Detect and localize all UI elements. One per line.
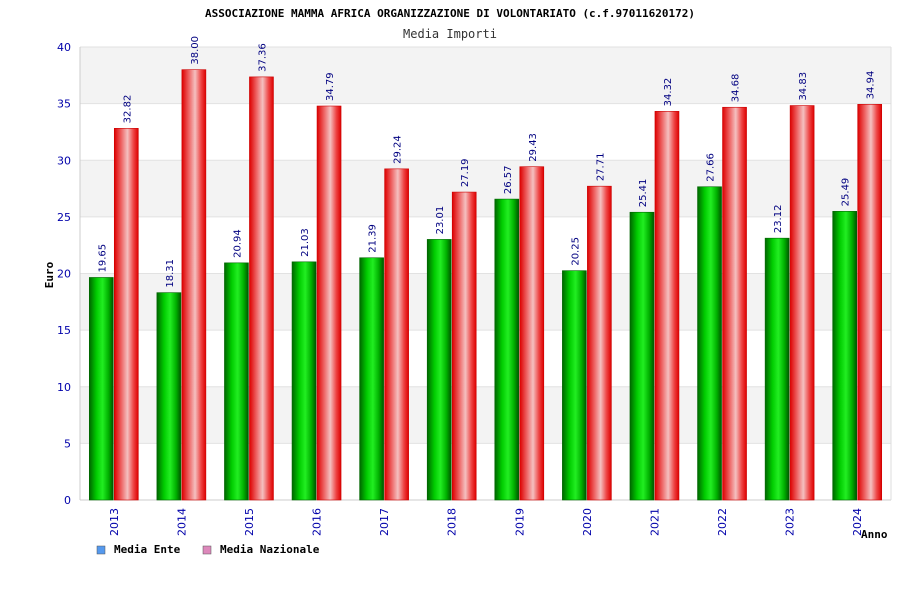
y-axis-ticks: 0 5 10 15 20 25 30 35 40 xyxy=(57,41,71,507)
data-label: 27.66 xyxy=(706,153,717,182)
legend-label-nazionale: Media Nazionale xyxy=(220,543,320,556)
bar-media-ente xyxy=(224,262,249,501)
data-label: 34.83 xyxy=(798,72,809,101)
data-label: 21.39 xyxy=(368,224,379,253)
data-label: 27.71 xyxy=(595,153,606,182)
data-label: 34.32 xyxy=(663,78,674,107)
x-tick-label: 2017 xyxy=(378,508,391,536)
bars xyxy=(88,69,883,501)
grid-band xyxy=(80,103,891,161)
x-tick-label: 2022 xyxy=(716,508,729,536)
data-label: 29.24 xyxy=(393,135,404,164)
legend-swatch-nazionale xyxy=(202,545,212,555)
bar-media-nazionale xyxy=(113,128,139,501)
x-tick-label: 2019 xyxy=(513,508,526,536)
data-label: 34.94 xyxy=(866,71,877,100)
bar-media-ente xyxy=(88,277,114,501)
bar-media-nazionale xyxy=(451,191,477,501)
data-label: 29.43 xyxy=(528,133,539,162)
bar-media-ente xyxy=(291,261,317,501)
data-label: 26.57 xyxy=(503,165,514,194)
y-tick-label: 15 xyxy=(57,324,71,337)
y-axis-label: Euro xyxy=(43,261,56,288)
x-tick-label: 2016 xyxy=(311,508,324,536)
bar-media-ente xyxy=(426,239,452,501)
grid-band xyxy=(80,216,891,274)
grid-band xyxy=(80,386,891,444)
y-tick-label: 25 xyxy=(57,211,71,224)
x-tick-label: 2023 xyxy=(784,508,797,536)
grid-band xyxy=(80,273,891,331)
bar-media-ente xyxy=(156,292,182,501)
data-labels: 19.65 32.82 18.31 38.00 20.94 37.36 21.03 34.79… xyxy=(97,36,876,288)
data-label: 21.03 xyxy=(300,228,311,257)
grid-band xyxy=(80,47,891,104)
grid-band xyxy=(80,160,891,217)
data-label: 20.94 xyxy=(232,229,243,258)
x-tick-label: 2018 xyxy=(446,508,459,536)
grid-band xyxy=(80,443,891,500)
bar-media-ente xyxy=(832,211,858,501)
bar-media-ente xyxy=(629,211,655,501)
bar-media-ente xyxy=(697,186,722,501)
y-tick-label: 40 xyxy=(57,41,71,54)
data-label: 27.19 xyxy=(460,158,471,187)
data-label: 20.25 xyxy=(570,237,581,266)
data-label: 34.68 xyxy=(731,74,742,103)
y-tick-label: 20 xyxy=(57,268,71,281)
bar-media-ente xyxy=(562,270,587,501)
x-axis-label: Anno xyxy=(861,528,888,541)
bar-media-nazionale xyxy=(316,105,342,501)
data-label: 25.41 xyxy=(638,179,649,208)
bar-media-nazionale xyxy=(384,168,409,501)
data-label: 19.65 xyxy=(97,244,108,273)
bar-media-nazionale xyxy=(654,111,680,501)
chart-subtitle: Media Importi xyxy=(403,27,497,41)
plot-background xyxy=(79,46,892,501)
bar-media-nazionale xyxy=(519,166,545,501)
data-label: 18.31 xyxy=(165,259,176,288)
bar-media-ente xyxy=(359,257,384,501)
bar-media-nazionale xyxy=(181,69,207,501)
x-tick-label: 2021 xyxy=(648,508,661,536)
data-label: 34.79 xyxy=(325,72,336,101)
bar-media-nazionale xyxy=(857,104,883,501)
grid-band xyxy=(80,330,891,387)
data-label: 32.82 xyxy=(122,95,133,124)
x-tick-label: 2014 xyxy=(175,508,188,536)
legend-swatch-ente xyxy=(96,545,106,555)
data-label: 38.00 xyxy=(190,36,201,65)
bar-media-ente xyxy=(764,237,790,501)
legend: Media Ente Media Nazionale xyxy=(96,543,320,556)
x-axis-ticks: 2013 2014 2015 2016 2017 2018 2019 2020 2021 2022… xyxy=(108,508,864,536)
bar-media-nazionale xyxy=(789,105,815,501)
x-tick-label: 2015 xyxy=(243,508,256,536)
legend-label-ente: Media Ente xyxy=(114,543,181,556)
data-label: 25.49 xyxy=(841,178,852,207)
y-tick-label: 35 xyxy=(57,98,71,111)
x-tick-label: 2020 xyxy=(581,508,594,536)
bar-media-ente xyxy=(494,198,520,501)
x-tick-label: 2013 xyxy=(108,508,121,536)
y-tick-label: 0 xyxy=(64,494,71,507)
y-tick-label: 30 xyxy=(57,154,71,167)
data-label: 23.01 xyxy=(435,206,446,235)
data-label: 23.12 xyxy=(773,205,784,234)
y-tick-label: 10 xyxy=(57,381,71,394)
x-tick-label: 2024 xyxy=(851,508,864,536)
bar-media-nazionale xyxy=(722,106,747,501)
chart-title: ASSOCIAZIONE MAMMA AFRICA ORGANIZZAZIONE… xyxy=(205,7,695,20)
data-label: 37.36 xyxy=(257,43,268,72)
y-tick-label: 5 xyxy=(64,437,71,450)
bar-media-nazionale xyxy=(249,76,274,501)
bar-media-nazionale xyxy=(587,185,612,501)
